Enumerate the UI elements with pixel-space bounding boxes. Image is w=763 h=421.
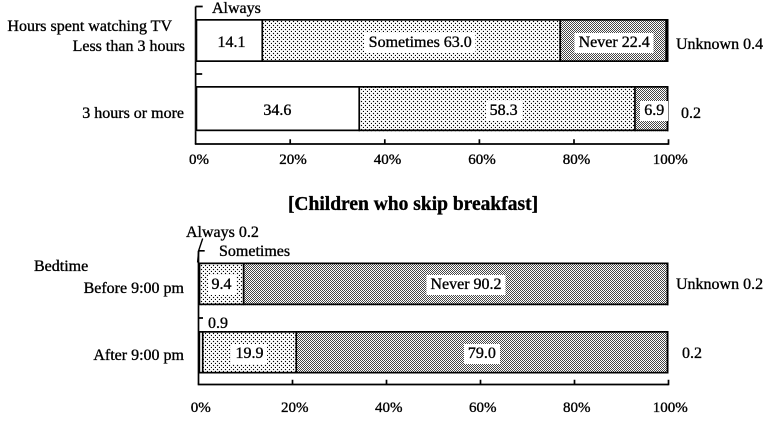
bottom-chart-x-tick-label-3: 60% <box>469 400 497 416</box>
top-chart-x-tick-label-1: 20% <box>279 152 307 168</box>
segment-label-always-less-than-3-hours: 14.1 <box>213 33 250 53</box>
bottom-chart-always-callout-label: Always 0.2 <box>186 224 259 241</box>
bottom-chart-unknown-label-row-1: 0.2 <box>682 345 702 362</box>
bottom-chart-sometimes-callout-label: Sometimes <box>219 243 291 260</box>
bottom-chart-category-label-1: After 9:00 pm <box>93 347 184 364</box>
always-label-leader-line <box>196 238 204 263</box>
segment-label-never-before-9-00-pm: Never 90.2 <box>426 274 506 295</box>
bottom-chart-axis-title: Bedtime <box>34 258 89 275</box>
bottom-chart-always-value-label-row-1: 0.9 <box>208 315 228 332</box>
bottom-chart-x-tick-label-5: 100% <box>652 400 688 416</box>
top-chart-always-callout-label: Always <box>212 0 261 17</box>
top-chart-x-tick-label-0: 0% <box>189 152 209 168</box>
top-chart-unknown-label-row-1: 0.2 <box>681 105 701 122</box>
segment-label-sometimes-after-9-00-pm: 19.9 <box>231 343 268 364</box>
top-chart-category-label-1: 3 hours or more <box>82 105 184 122</box>
segment-label-never-less-than-3-hours: Never 22.4 <box>574 33 654 53</box>
bottom-chart-category-label-0: Before 9:00 pm <box>83 280 184 297</box>
segment-always-after-9-00-pm <box>198 331 203 374</box>
top-chart-x-tick-label-2: 40% <box>373 152 402 168</box>
bar-outline-less-than-3-hours <box>195 19 669 62</box>
bottom-chart-x-tick-label-0: 0% <box>190 400 211 416</box>
top-chart-unknown-label-row-0: Unknown 0.4 <box>676 36 763 53</box>
segment-label-never-3-hours-or-more: 6.9 <box>640 100 669 121</box>
segment-label-sometimes-before-9-00-pm: 9.4 <box>207 274 236 295</box>
bar-outline-after-9-00-pm <box>198 331 669 374</box>
top-chart-axis-ticks <box>195 5 670 145</box>
top-chart-x-tick-label-4: 80% <box>562 152 591 168</box>
segment-label-never-after-9-00-pm: 79.0 <box>463 343 500 364</box>
top-chart-category-label-0: Less than 3 hours <box>72 38 185 55</box>
bottom-chart-axis-ticks <box>198 249 670 386</box>
segment-label-sometimes-3-hours-or-more: 58.3 <box>485 100 522 121</box>
segment-label-always-3-hours-or-more: 34.6 <box>259 100 296 121</box>
bar-outline-before-9-00-pm <box>198 262 669 306</box>
bottom-chart-x-tick-label-1: 20% <box>281 400 309 416</box>
top-chart-axis-title: Hours spent watching TV <box>7 18 172 35</box>
segment-label-sometimes-less-than-3-hours: Sometimes 63.0 <box>364 33 476 53</box>
top-chart-x-tick-label-3: 60% <box>468 152 496 168</box>
top-chart-x-tick-label-5: 100% <box>652 152 688 168</box>
bottom-chart-title: [Children who skip breakfast] <box>287 194 539 215</box>
bottom-chart-x-tick-label-2: 40% <box>375 400 403 416</box>
bottom-chart-x-tick-label-4: 80% <box>563 400 591 416</box>
bottom-chart-unknown-label-row-0: Unknown 0.2 <box>676 276 763 293</box>
